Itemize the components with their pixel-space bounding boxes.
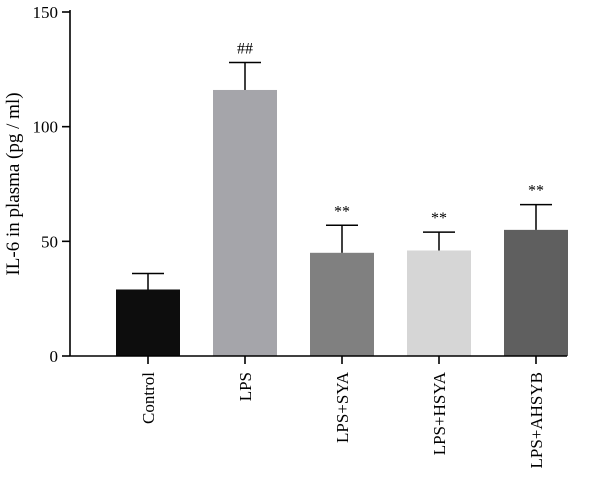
significance-label-4: ** [431, 210, 447, 227]
significance-label-5: ** [528, 183, 544, 200]
x-tick-label-5: LPS+AHSYB [527, 372, 546, 469]
significance-label-2: ## [237, 40, 253, 57]
y-tick-label-4: 150 [33, 3, 59, 22]
x-tick-label-3: LPS+SYA [333, 371, 352, 443]
y-axis-label: IL-6 in plasma (pg / ml) [3, 92, 24, 275]
y-tick-label-3: 100 [33, 118, 59, 137]
y-tick-label-2: 50 [41, 232, 58, 251]
y-tick-label-1: 0 [50, 347, 59, 366]
bar-3 [310, 252, 374, 356]
x-tick-label-2: LPS [236, 372, 255, 401]
plot-area: Control ## LPS ** LPS+SYA ** LPS+HSYA ** LPS+AHS… [33, 3, 568, 469]
bar-1 [116, 289, 180, 356]
significance-label-3: ** [334, 203, 350, 220]
bar-5 [504, 229, 568, 356]
x-tick-label-1: Control [139, 372, 158, 424]
x-tick-label-4: LPS+HSYA [430, 371, 449, 455]
bar-4 [407, 250, 471, 356]
bar-2 [213, 89, 277, 357]
